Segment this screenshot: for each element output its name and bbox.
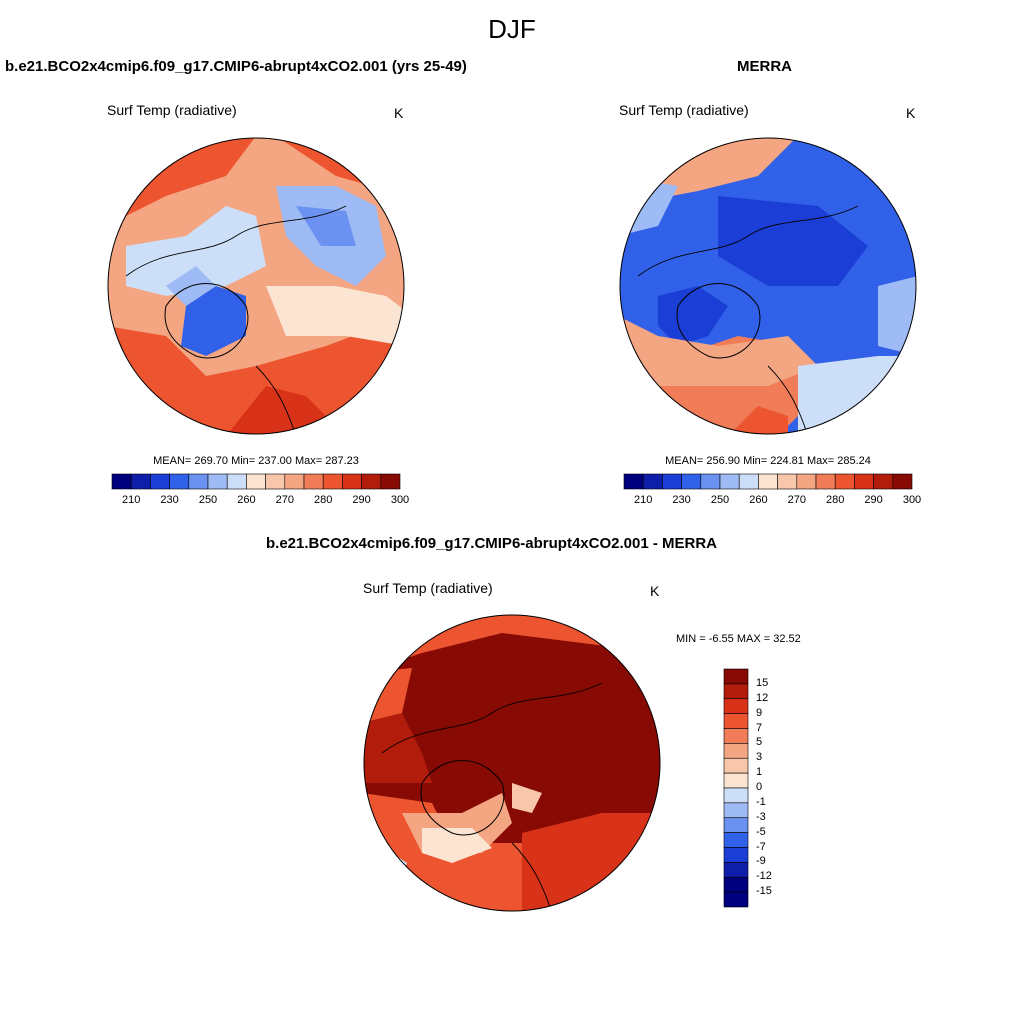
diff-variable-label: Surf Temp (radiative)	[363, 580, 493, 596]
model-colorbar	[111, 473, 401, 490]
model-colorbar-swatch	[207, 473, 228, 490]
diff-polar-map	[363, 614, 661, 912]
diff-colorbar-ticks: 15 12 9 7 5 3 1 0 -1 -3 -5 -7 -9 -12 -15	[756, 669, 796, 907]
diff-colorbar-tick-label: -5	[756, 825, 766, 838]
model-units-label: K	[394, 105, 404, 121]
diff-colorbar-swatch	[723, 847, 749, 863]
diff-colorbar-swatch	[723, 683, 749, 700]
obs-colorbar-swatch	[642, 473, 663, 490]
diff-colorbar-tick-label: 1	[756, 766, 763, 779]
obs-colorbar-tick-label: 230	[672, 494, 691, 506]
obs-colorbar-tick-label: 300	[902, 494, 922, 506]
obs-colorbar-tick-label: 280	[826, 494, 845, 506]
model-stats: MEAN= 269.70 Min= 237.00 Max= 287.23	[153, 455, 359, 467]
obs-colorbar-swatch	[700, 473, 721, 490]
diff-colorbar-swatch	[723, 713, 749, 729]
obs-colorbar-tick-label: 290	[864, 494, 883, 506]
diff-colorbar-swatch	[723, 743, 749, 759]
obs-colorbar-tick-label: 270	[787, 494, 806, 506]
diff-colorbar-tick-label: 7	[756, 721, 763, 734]
diff-colorbar-swatch	[723, 787, 749, 804]
model-colorbar-swatch	[246, 473, 266, 490]
diff-stats: MIN = -6.55 MAX = 32.52	[676, 633, 801, 645]
diff-colorbar-tick-label: 12	[756, 691, 769, 704]
diff-colorbar-swatch	[723, 802, 749, 819]
diff-colorbar-swatch	[723, 891, 749, 908]
obs-colorbar-tick-label: 210	[634, 494, 653, 506]
obs-stats: MEAN= 256.90 Min= 224.81 Max= 285.24	[665, 455, 871, 467]
model-colorbar-tick-label: 280	[314, 494, 333, 506]
diff-colorbar-tick-label: -9	[756, 855, 766, 868]
obs-colorbar-swatch	[815, 473, 836, 490]
obs-colorbar-swatch	[623, 473, 644, 490]
model-colorbar-swatch	[303, 473, 324, 490]
obs-panel-title: MERRA	[737, 58, 792, 75]
obs-units-label: K	[906, 105, 916, 121]
model-colorbar-tick-label: 230	[160, 494, 179, 506]
model-colorbar-tick-label: 290	[352, 494, 371, 506]
diff-colorbar-tick-label: -3	[756, 810, 766, 823]
diff-colorbar-tick-label: 0	[756, 781, 763, 793]
model-colorbar-swatch	[150, 473, 170, 490]
diff-colorbar-tick-label: 5	[756, 736, 763, 749]
obs-polar-map	[619, 137, 917, 435]
model-colorbar-swatch	[130, 473, 151, 490]
diff-colorbar-swatch	[723, 817, 749, 833]
model-colorbar-tick-label: 270	[275, 494, 294, 506]
model-colorbar-tick-label: 300	[390, 494, 410, 506]
model-colorbar-swatch	[342, 473, 362, 490]
model-variable-label: Surf Temp (radiative)	[107, 102, 237, 118]
obs-colorbar-ticks: 210 230 250 260 270 280 290 300	[624, 494, 921, 508]
obs-colorbar-swatch	[662, 473, 682, 490]
diff-units-label: K	[650, 583, 660, 599]
obs-colorbar-swatch	[758, 473, 778, 490]
diff-panel-title: b.e21.BCO2x4cmip6.f09_g17.CMIP6-abrupt4x…	[266, 535, 717, 552]
model-colorbar-swatch	[380, 473, 401, 490]
obs-colorbar-swatch	[796, 473, 817, 490]
model-colorbar-swatch	[188, 473, 209, 490]
obs-colorbar-swatch	[719, 473, 740, 490]
diff-colorbar-swatch	[723, 757, 749, 774]
diff-colorbar-tick-label: -7	[756, 840, 766, 853]
obs-variable-label: Surf Temp (radiative)	[619, 102, 749, 118]
obs-colorbar-swatch	[854, 473, 874, 490]
obs-colorbar-swatch	[873, 473, 894, 490]
model-colorbar-tick-label: 260	[237, 494, 256, 506]
obs-colorbar-swatch	[738, 473, 759, 490]
diff-colorbar-swatch	[723, 876, 749, 893]
model-colorbar-swatch	[226, 473, 247, 490]
obs-colorbar-swatch	[681, 473, 702, 490]
diff-colorbar-swatch	[723, 832, 749, 848]
obs-colorbar	[623, 473, 913, 490]
obs-colorbar-swatch	[777, 473, 798, 490]
diff-colorbar-swatch	[723, 862, 749, 878]
model-polar-map	[107, 137, 405, 435]
obs-colorbar-tick-label: 260	[749, 494, 768, 506]
diff-colorbar-tick-label: 9	[756, 706, 763, 719]
obs-colorbar-swatch	[834, 473, 855, 490]
diff-colorbar-tick-label: -12	[756, 870, 772, 883]
diff-colorbar-tick-label: -1	[756, 795, 766, 808]
model-panel-title: b.e21.BCO2x4cmip6.f09_g17.CMIP6-abrupt4x…	[5, 58, 467, 75]
diff-colorbar-tick-label: -15	[756, 885, 772, 898]
model-colorbar-swatch	[284, 473, 305, 490]
model-colorbar-ticks: 210 230 250 260 270 280 290 300	[112, 494, 409, 508]
model-colorbar-tick-label: 210	[122, 494, 141, 506]
figure-title: DJF	[488, 14, 536, 44]
diff-colorbar-tick-label: 3	[756, 751, 763, 764]
model-colorbar-swatch	[169, 473, 190, 490]
model-colorbar-swatch	[361, 473, 382, 490]
diff-colorbar-swatch	[723, 698, 749, 714]
model-colorbar-swatch	[111, 473, 132, 490]
diff-colorbar-swatch	[723, 668, 749, 685]
model-colorbar-swatch	[265, 473, 286, 490]
model-colorbar-swatch	[322, 473, 343, 490]
diff-colorbar-swatch	[723, 772, 749, 789]
diff-colorbar	[723, 668, 749, 908]
obs-colorbar-tick-label: 250	[710, 494, 730, 506]
model-colorbar-tick-label: 250	[198, 494, 218, 506]
obs-colorbar-swatch	[892, 473, 913, 490]
diff-colorbar-swatch	[723, 728, 749, 744]
diff-colorbar-tick-label: 15	[756, 676, 769, 689]
